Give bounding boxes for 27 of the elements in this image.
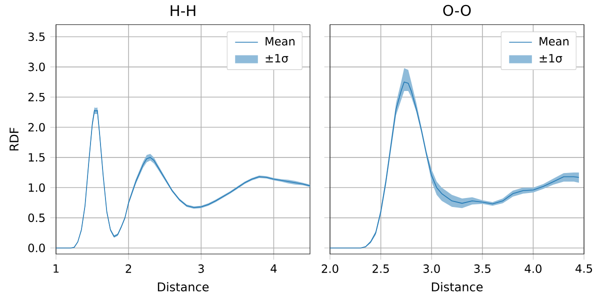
y-tick-label: 3.5 [28,32,45,42]
x-tick-label: 2.5 [372,264,389,273]
x-tick-label: 4 [270,264,277,273]
y-tick-label: 1.5 [28,153,45,162]
x-tick-label: 3.5 [474,264,490,273]
x-axis-title: Distance [158,282,209,292]
y-tick-label: 2.0 [28,122,45,132]
legend-label: Mean [266,37,294,46]
y-tick-label: 0.0 [28,244,45,252]
x-tick-label: 3 [198,264,204,273]
y-tick-label: 3.0 [28,62,45,72]
y-tick-label: 2.5 [28,92,45,102]
x-tick-label: 3.0 [423,264,440,273]
chart-title: H-H [170,5,196,16]
annotation: ±1σ [266,54,288,63]
x-tick-label: 1 [54,264,59,273]
x-tick-label: 2.0 [322,264,338,273]
legend-label: Mean [540,37,568,46]
y-tick-label: 0.5 [28,214,45,222]
x-tick-label: 4.0 [524,264,542,273]
annotation: ±1σ [540,54,562,63]
x-tick-label: 4.5 [576,264,592,273]
chart-title: O-O [443,4,471,16]
y-axis-title: RDF [10,128,18,150]
x-tick-label: 2 [126,264,132,273]
x-axis-title: Distance [432,282,483,292]
y-tick-label: 1.0 [28,183,45,192]
